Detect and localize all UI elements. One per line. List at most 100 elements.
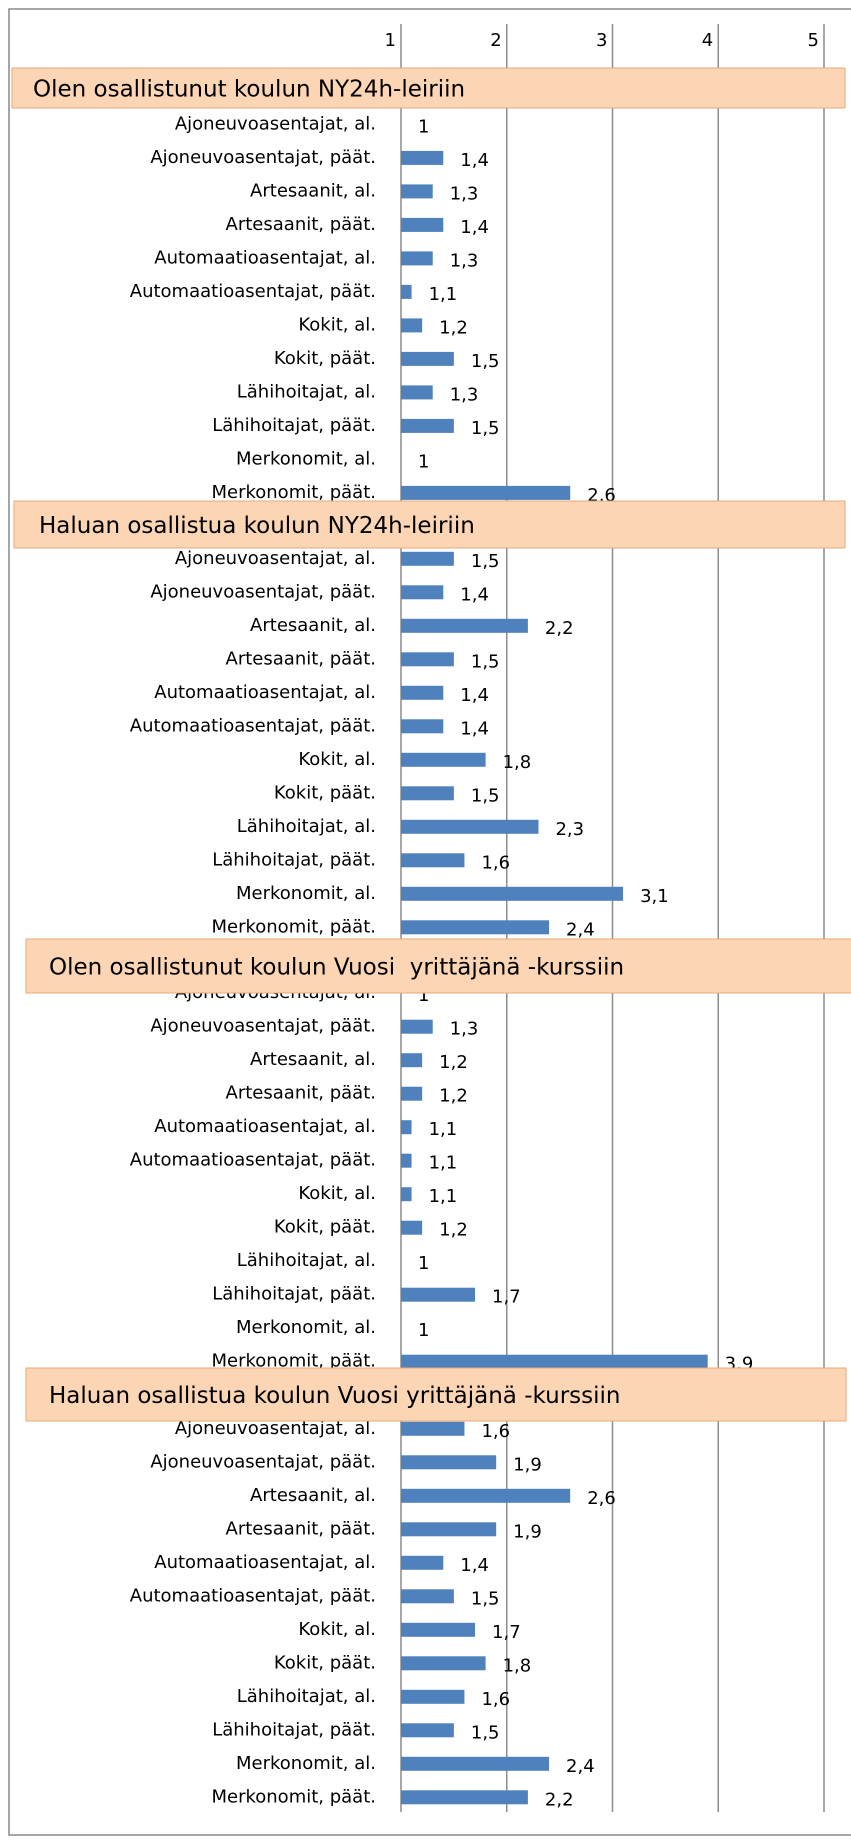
category-label: Automaatioasentajat, päät. [130, 1150, 376, 1171]
section-title: Haluan osallistua koulun NY24h-leiriin [39, 513, 475, 539]
bar [401, 1689, 465, 1704]
category-label: Artesaanit, päät. [226, 214, 376, 235]
value-label: 1,2 [439, 1052, 468, 1073]
bar [401, 385, 433, 400]
value-label: 2,2 [545, 618, 574, 639]
x-tick-label: 5 [808, 30, 819, 51]
section-title: Olen osallistunut koulun Vuosi yrittäjän… [49, 955, 624, 981]
section-header [13, 500, 846, 549]
frame [8, 8, 851, 1836]
value-label: 1 [418, 451, 429, 472]
category-label: Lähihoitajat, päät. [212, 1719, 376, 1740]
value-label: 1,2 [439, 1086, 468, 1107]
value-label: 1,6 [481, 1689, 510, 1710]
bar [401, 1086, 423, 1101]
value-label: 1,9 [513, 1454, 542, 1475]
category-label: Merkonomit, päät. [211, 482, 376, 503]
value-label: 1,3 [450, 183, 479, 204]
category-label: Automaatioasentajat, al. [154, 682, 376, 703]
category-label: Artesaanit, al. [250, 615, 376, 636]
value-label: 1 [418, 985, 429, 1006]
category-label: Artesaanit, al. [250, 180, 376, 201]
value-label: 1,7 [492, 1287, 521, 1308]
category-label: Merkonomit, al. [236, 883, 376, 904]
category-label: Ajoneuvoasentajat, päät. [150, 1016, 376, 1037]
category-label: Merkonomit, al. [236, 1753, 376, 1774]
category-label: Merkonomit, al. [236, 448, 376, 469]
bar [401, 485, 571, 500]
bar [401, 318, 423, 333]
bar [401, 685, 444, 700]
value-label: 1,6 [481, 1421, 510, 1442]
category-label: Kokit, al. [298, 314, 376, 335]
value-label: 1,1 [429, 1119, 458, 1140]
value-label: 2,4 [566, 919, 595, 940]
value-label: 1,3 [450, 384, 479, 405]
category-label: Ajoneuvoasentajat, al. [175, 113, 376, 134]
value-label: 1,8 [503, 752, 532, 773]
value-label: 1,4 [460, 685, 489, 706]
category-label: Ajoneuvoasentajat, päät. [150, 147, 376, 168]
bar [401, 1723, 454, 1738]
category-label: Artesaanit, päät. [226, 1518, 376, 1539]
value-label: 1,8 [503, 1655, 532, 1676]
bar [401, 351, 454, 366]
bar [401, 1522, 497, 1537]
value-label: 1,1 [429, 1153, 458, 1174]
bar [401, 217, 444, 232]
value-label: 1,5 [471, 1722, 500, 1743]
value-label: 1,4 [460, 718, 489, 739]
section-header [11, 67, 846, 109]
value-label: 1,1 [429, 1186, 458, 1207]
category-label: Kokit, al. [298, 749, 376, 770]
value-label: 1,1 [429, 284, 458, 305]
value-label: 1,7 [492, 1622, 521, 1643]
category-label: Merkonomit, päät. [211, 1351, 376, 1372]
section-title: Olen osallistunut koulun NY24h-leiriin [33, 77, 465, 103]
category-label: Automaatioasentajat, päät. [130, 1585, 376, 1606]
bar [401, 1421, 465, 1436]
category-label: Automaatioasentajat, päät. [130, 281, 376, 302]
value-label: 1,5 [471, 351, 500, 372]
category-label: Automaatioasentajat, al. [154, 247, 376, 268]
bar [401, 652, 454, 667]
bar [401, 1019, 433, 1034]
bar [401, 1455, 497, 1470]
category-label: Ajoneuvoasentajat, al. [175, 548, 376, 569]
category-label: Lähihoitajat, al. [237, 381, 376, 402]
category-label: Artesaanit, päät. [226, 648, 376, 669]
value-label: 1,4 [460, 584, 489, 605]
value-label: 1 [418, 116, 429, 137]
bar [401, 786, 454, 801]
value-label: 1,3 [450, 250, 479, 271]
bar [401, 752, 486, 767]
value-label: 1,6 [481, 852, 510, 873]
value-label: 1,2 [439, 1220, 468, 1241]
bar [401, 1287, 476, 1302]
category-label: Ajoneuvoasentajat, al. [175, 1418, 376, 1439]
category-label: Ajoneuvoasentajat, päät. [150, 581, 376, 602]
value-label: 2,4 [566, 1756, 595, 1777]
value-label: 1,5 [471, 418, 500, 439]
bar [401, 1555, 444, 1570]
section-header [25, 1367, 847, 1422]
category-label: Automaatioasentajat, al. [154, 1552, 376, 1573]
bar [401, 418, 454, 433]
category-label: Kokit, päät. [274, 1217, 376, 1238]
bar [401, 1756, 550, 1771]
value-label: 2,2 [545, 1789, 574, 1810]
value-label: 1,4 [460, 1555, 489, 1576]
category-label: Ajoneuvoasentajat, päät. [150, 1451, 376, 1472]
bar [401, 719, 444, 734]
bar [401, 551, 454, 566]
category-label: Merkonomit, päät. [211, 916, 376, 937]
category-label: Artesaanit, päät. [226, 1083, 376, 1104]
category-label: Kokit, al. [298, 1619, 376, 1640]
value-label: 1,2 [439, 317, 468, 338]
bar [401, 1622, 476, 1637]
value-label: 1,5 [471, 1588, 500, 1609]
category-label: Kokit, päät. [274, 782, 376, 803]
bar [401, 853, 465, 868]
